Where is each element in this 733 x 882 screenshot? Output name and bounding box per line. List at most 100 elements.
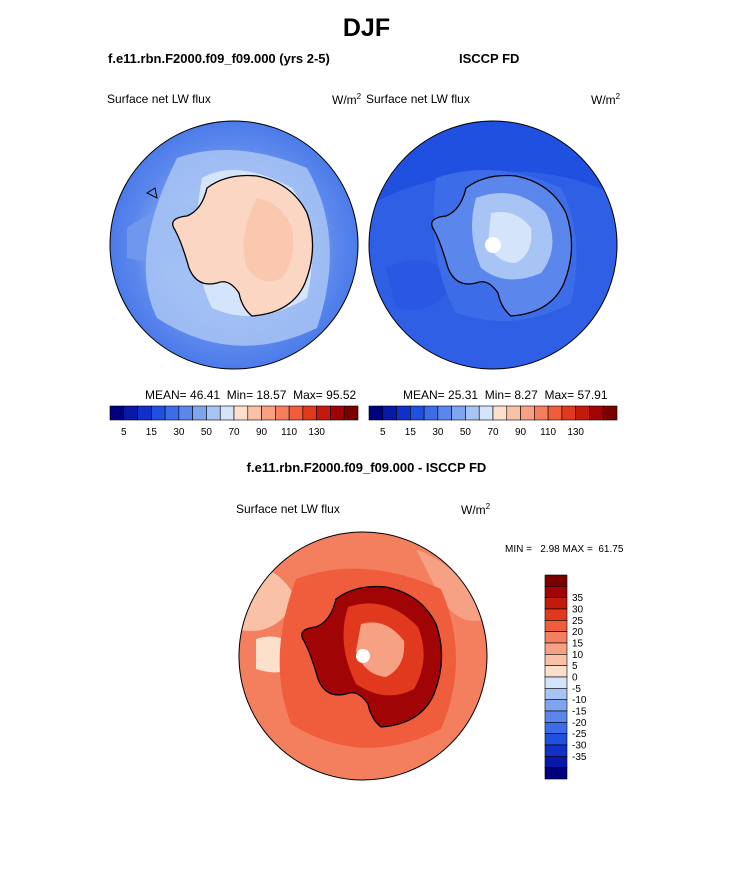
colorbar-tick-label: -25 [572,729,587,740]
colorbar-tick-label: -10 [572,695,587,706]
colorbar-tick-label: 15 [572,639,584,650]
colorbar-swatch [219,405,235,421]
colorbar-swatch [178,405,193,421]
colorbar-tick-label: 10 [572,650,584,661]
colorbar-model: 5 15 30 50 70 90 110 130 [109,405,359,438]
colorbar-swatch [589,405,604,421]
colorbar-swatch [302,405,317,421]
colorbar-swatch [261,405,276,421]
colorbar-swatch [544,756,568,768]
panel-1-variable-label: Surface net LW flux [107,92,211,106]
map-difference [238,531,488,781]
colorbar-swatch [544,688,568,700]
panel-2-variable-label: Surface net LW flux [366,92,470,106]
colorbar-swatch [561,405,576,421]
colorbar-swatch [544,676,568,689]
panel-1-stats: MEAN= 46.41 Min= 18.57 Max= 95.52 [145,388,357,402]
panel-2-title: ISCCP FD [459,51,520,66]
colorbar-swatch [123,405,138,421]
panel-2-stats: MEAN= 25.31 Min= 8.27 Max= 57.91 [403,388,608,402]
colorbar-swatch [343,405,359,421]
diff-units: W/m2 [461,502,491,517]
panel-2-units: W/m2 [591,92,621,107]
colorbar-tick-label: 25 [572,616,584,627]
colorbar-swatch [544,608,568,621]
colorbar-swatch [382,405,397,421]
colorbar-tick-label: 30 [173,427,185,438]
colorbar-swatch [109,405,125,421]
colorbar-swatch [368,405,384,421]
colorbar-swatch [544,744,568,757]
colorbar-swatch [192,405,207,421]
colorbar-swatch [534,405,549,421]
colorbar-swatch [233,405,249,421]
colorbar-tick-label: 35 [572,593,584,604]
colorbar-swatch [423,405,439,421]
colorbar-tick-label: 130 [308,427,325,438]
colorbar-swatch [544,620,568,632]
pole-mask [485,237,501,253]
colorbar-swatch [547,405,563,421]
page-title: DJF [342,14,391,42]
colorbar-tick-label: 90 [515,427,527,438]
colorbar-swatch [288,405,304,421]
colorbar-swatch [575,405,590,421]
colorbar-isccp: 5 15 30 50 70 90 110 130 [368,405,618,438]
colorbar-swatch [544,722,568,734]
colorbar-swatch [544,699,568,712]
colorbar-tick-label: -30 [572,741,587,752]
colorbar-swatch [544,586,568,598]
map-isccp [368,120,618,370]
colorbar-swatch [544,574,568,587]
map-model [109,120,359,370]
colorbar-tick-label: 30 [432,427,444,438]
colorbar-swatch [544,654,568,666]
colorbar-tick-label: 110 [281,427,297,438]
colorbar-swatch [506,405,521,421]
pole-mask [356,649,370,663]
colorbar-tick-label: 5 [572,661,578,672]
colorbar-tick-label: -20 [572,718,587,729]
colorbar-swatch [544,631,568,644]
colorbar-swatch [478,405,494,421]
colorbar-tick-label: -5 [572,684,581,695]
colorbar-swatch [465,405,480,421]
colorbar-tick-label: 110 [540,427,556,438]
colorbar-tick-label: 15 [405,427,417,438]
colorbar-swatch [206,405,221,421]
colorbar-swatch [544,665,568,678]
colorbar-tick-label: 130 [567,427,584,438]
colorbar-swatch [544,597,568,610]
colorbar-tick-label: 70 [487,427,499,438]
colorbar-swatch [437,405,452,421]
colorbar-swatch [151,405,166,421]
colorbar-swatch [396,405,411,421]
colorbar-swatch [492,405,508,421]
colorbar-tick-label: 0 [572,673,578,684]
colorbar-swatch [275,405,290,421]
colorbar-swatch [410,405,425,421]
colorbar-tick-label: 90 [256,427,268,438]
colorbar-tick-label: 5 [121,427,127,438]
colorbar-tick-label: 15 [146,427,158,438]
colorbar-swatch [544,642,568,655]
colorbar-tick-label: 50 [201,427,213,438]
colorbar-tick-label: 5 [380,427,386,438]
colorbar-swatch [247,405,262,421]
colorbar-tick-label: -35 [572,752,587,763]
colorbar-swatch [316,405,331,421]
colorbar-tick-label: 20 [572,627,584,638]
colorbar-swatch [330,405,345,421]
diff-title: f.e11.rbn.F2000.f09_f09.000 - ISCCP FD [246,460,487,475]
colorbar-tick-label: -15 [572,707,587,718]
panel-1-title: f.e11.rbn.F2000.f09_f09.000 (yrs 2-5) [108,51,330,66]
colorbar-swatch [602,405,618,421]
colorbar-tick-label: 70 [228,427,240,438]
colorbar-swatch [520,405,535,421]
diff-minmax: MIN = 2.98 MAX = 61.75 [505,544,624,555]
panel-1-units: W/m2 [332,92,362,107]
colorbar-swatch [544,767,568,780]
diff-variable-label: Surface net LW flux [236,502,340,516]
colorbar-swatch [451,405,466,421]
